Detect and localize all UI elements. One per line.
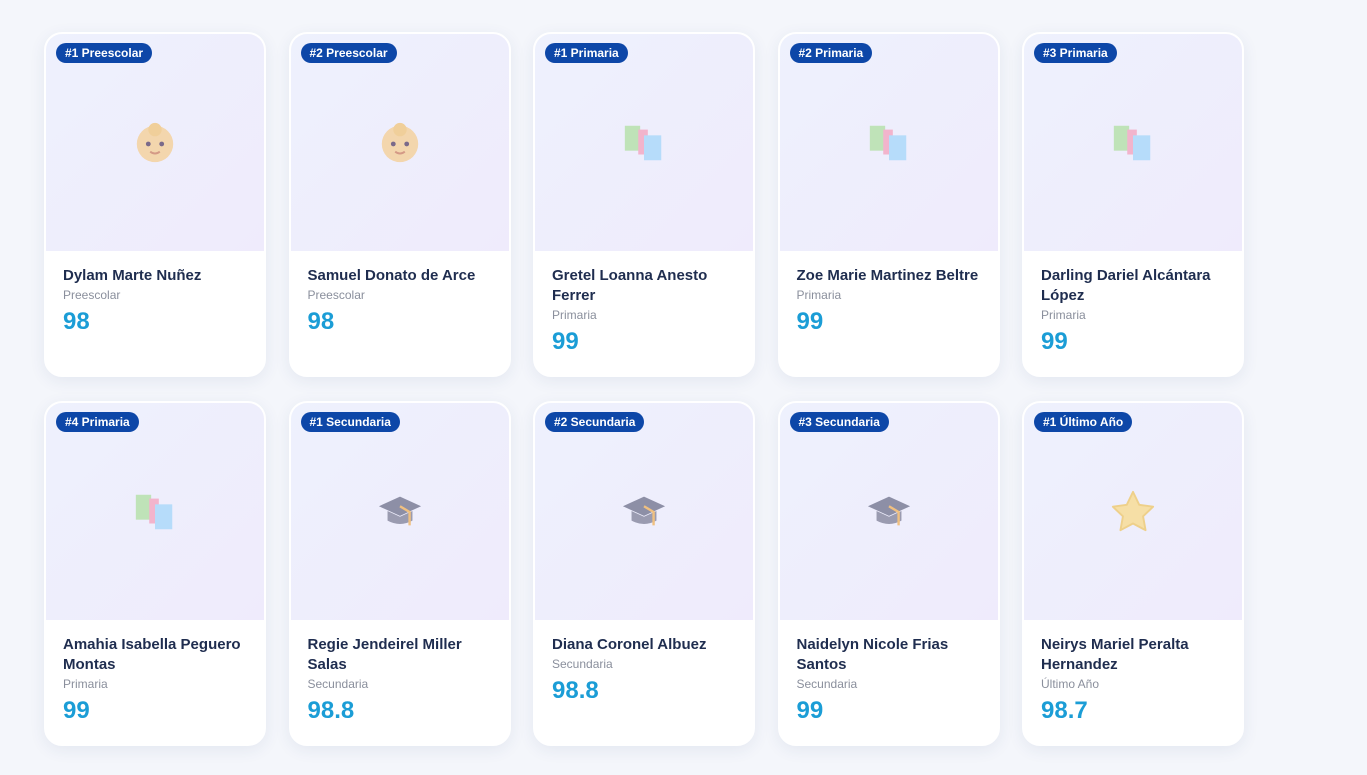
card-media	[779, 403, 998, 620]
rank-badge: #3 Secundaria	[789, 412, 889, 432]
student-card[interactable]: #3 Primaria Darling Dariel Alcántara Lópe…	[1022, 32, 1244, 377]
card-icon	[132, 489, 178, 535]
student-card[interactable]: #1 Preescolar Dylam Marte Nuñez Preescolar…	[44, 32, 266, 377]
card-icon	[377, 120, 423, 166]
card-body: Regie Jendeirel Miller Salas Secundaria 98…	[291, 620, 509, 740]
card-body: Naidelyn Nicole Frias Santos Secundaria 99	[780, 620, 998, 740]
card-icon	[866, 120, 912, 166]
student-name: Neirys Mariel Peralta Hernandez	[1041, 636, 1189, 673]
student-card[interactable]: #1 Secundaria Regie Jendeirel Miller Sala…	[288, 401, 511, 746]
card-media	[535, 34, 753, 251]
student-name: Diana Coronel Albuez	[552, 636, 707, 653]
rank-badge: #1 Preescolar	[56, 43, 153, 63]
student-name: Dylam Marte Nuñez	[63, 267, 202, 284]
card-media	[1024, 403, 1242, 620]
card-grid: #1 Preescolar Dylam Marte Nuñez Preescolar…	[44, 32, 1244, 746]
student-level: Primaria	[63, 677, 108, 691]
card-icon	[621, 489, 667, 535]
student-name: Amahia Isabella Peguero Montas	[63, 636, 241, 673]
card-icon	[1110, 120, 1156, 166]
student-score: 98	[307, 308, 335, 335]
card-icon	[621, 120, 667, 166]
card-media	[290, 403, 509, 620]
rank-badge: #4 Primaria	[56, 412, 139, 432]
student-name: Zoe Marie Martinez Beltre	[796, 267, 979, 284]
card-icon	[377, 489, 423, 535]
card-icon	[132, 120, 178, 166]
student-card[interactable]: #2 Primaria Zoe Marie Martinez Beltre Prim…	[777, 32, 1000, 377]
student-card[interactable]: #2 Preescolar Samuel Donato de Arce Preesc…	[288, 32, 511, 377]
student-level: Último Año	[1041, 677, 1100, 691]
student-card[interactable]: #1 Último Año Neirys Mariel Peralta Herna…	[1022, 401, 1244, 746]
rank-badge: #2 Secundaria	[545, 412, 645, 432]
student-score: 99	[796, 697, 824, 724]
student-score: 98.7	[1041, 697, 1088, 724]
student-name: Regie Jendeirel Miller Salas	[307, 636, 462, 673]
rank-badge: #3 Primaria	[1034, 43, 1117, 63]
student-score: 99	[63, 697, 90, 724]
card-icon	[866, 489, 912, 535]
student-score: 99	[552, 328, 579, 355]
student-level: Secundaria	[552, 657, 613, 671]
student-level: Preescolar	[307, 288, 365, 302]
student-score: 99	[796, 308, 824, 335]
student-level: Primaria	[552, 308, 597, 322]
student-name: Darling Dariel Alcántara López	[1041, 267, 1211, 304]
card-media	[46, 403, 264, 620]
card-body: Dylam Marte Nuñez Preescolar 98	[46, 251, 264, 351]
student-score: 98.8	[307, 697, 355, 724]
card-body: Amahia Isabella Peguero Montas Primaria 99	[46, 620, 264, 740]
card-body: Darling Dariel Alcántara López Primaria 99	[1024, 251, 1242, 371]
card-media	[535, 403, 753, 620]
rank-badge: #2 Primaria	[789, 43, 873, 63]
rank-badge: #1 Último Año	[1034, 412, 1133, 432]
student-name: Samuel Donato de Arce	[307, 267, 476, 284]
student-card[interactable]: #3 Secundaria Naidelyn Nicole Frias Santo…	[777, 401, 1000, 746]
student-level: Secundaria	[307, 677, 369, 691]
student-level: Preescolar	[63, 288, 121, 302]
student-score: 98	[63, 308, 90, 335]
card-body: Zoe Marie Martinez Beltre Primaria 99	[780, 251, 998, 351]
card-body: Samuel Donato de Arce Preescolar 98	[291, 251, 509, 351]
rank-badge: #1 Secundaria	[300, 412, 400, 432]
rank-badge: #2 Preescolar	[300, 43, 397, 63]
card-body: Neirys Mariel Peralta Hernandez Último Añ…	[1024, 620, 1242, 740]
card-body: Gretel Loanna Anesto Ferrer Primaria 99	[535, 251, 753, 371]
student-name: Naidelyn Nicole Frias Santos	[796, 636, 949, 673]
card-icon	[1110, 489, 1156, 535]
student-level: Primaria	[796, 288, 842, 302]
student-card[interactable]: #4 Primaria Amahia Isabella Peguero Monta…	[44, 401, 266, 746]
student-name: Gretel Loanna Anesto Ferrer	[552, 267, 708, 304]
card-body: Diana Coronel Albuez Secundaria 98.8	[535, 620, 753, 720]
student-level: Primaria	[1041, 308, 1086, 322]
student-score: 98.8	[552, 677, 599, 704]
student-card[interactable]: #2 Secundaria Diana Coronel Albuez Secunda…	[533, 401, 755, 746]
card-media	[1024, 34, 1242, 251]
rank-badge: #1 Primaria	[545, 43, 628, 63]
card-media	[779, 34, 998, 251]
student-level: Secundaria	[796, 677, 858, 691]
student-score: 99	[1041, 328, 1068, 355]
card-media	[290, 34, 509, 251]
card-media	[46, 34, 264, 251]
student-card[interactable]: #1 Primaria Gretel Loanna Anesto Ferrer Pr…	[533, 32, 755, 377]
